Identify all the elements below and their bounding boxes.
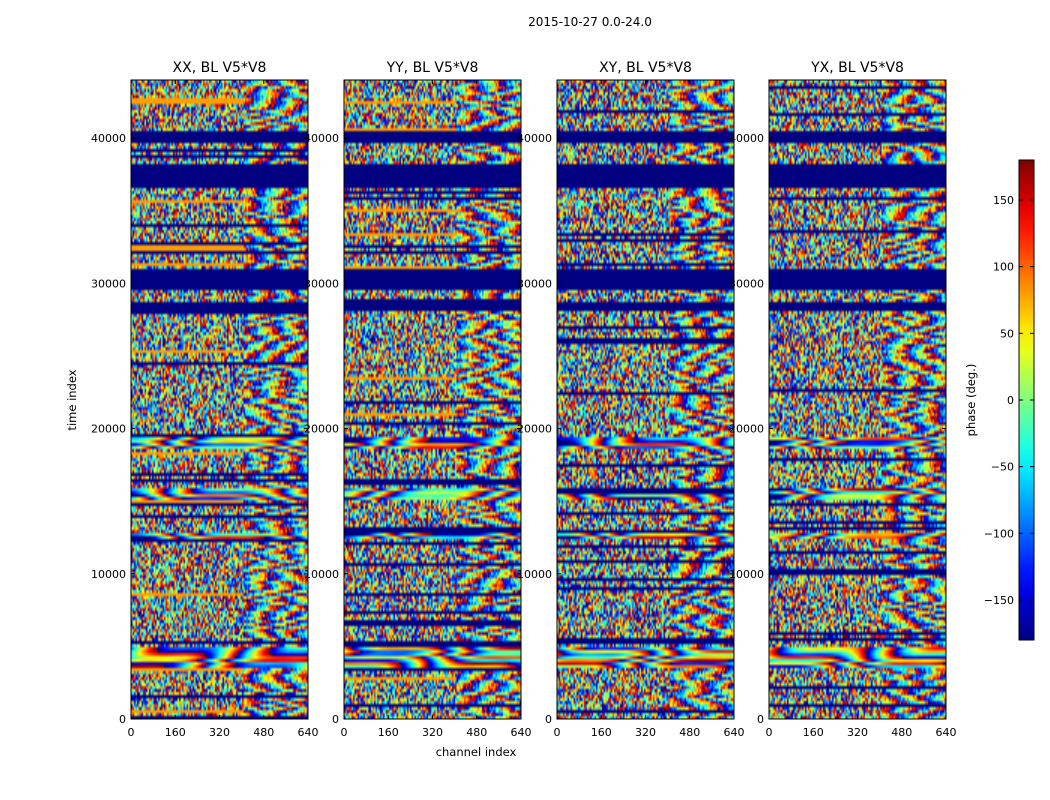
panel-yx: YX, BL V5*V8 0 160 320 480 640 0 10000 20000 3000… [729, 60, 957, 739]
y-tick-label: 30000 [729, 277, 764, 290]
y-tick-label: 40000 [304, 132, 339, 145]
x-tick-label: 640 [724, 726, 745, 739]
panel-title-xx: XX, BL V5*V8 [173, 60, 267, 76]
x-tick-label: 320 [847, 726, 868, 739]
y-tick-label: 30000 [304, 277, 339, 290]
x-tick-label: 160 [378, 726, 399, 739]
colorbar-tick-label: 50 [1000, 327, 1014, 340]
colorbar-tick-label: 0 [1007, 394, 1014, 407]
colorbar-tick-label: 100 [993, 261, 1014, 274]
y-tick-label: 40000 [91, 132, 126, 145]
colorbar-tick-label: −150 [984, 594, 1014, 607]
panel-title-yx: YX, BL V5*V8 [810, 60, 904, 76]
x-tick-label: 0 [766, 726, 773, 739]
y-tick-label: 10000 [304, 568, 339, 581]
x-tick-label: 640 [298, 726, 319, 739]
panels: XX, BL V5*V8 0 160 320 480 640 0 10000 20000 3000… [91, 60, 957, 739]
x-tick-label: 320 [635, 726, 656, 739]
x-tick-label: 160 [591, 726, 612, 739]
panel-xx: XX, BL V5*V8 0 160 320 480 640 0 10000 20000 3000… [91, 60, 319, 739]
x-axis-label: channel index [436, 745, 517, 759]
y-tick-label: 20000 [91, 423, 126, 436]
x-tick-label: 0 [554, 726, 561, 739]
colorbar-tick-label: 150 [993, 194, 1014, 207]
y-tick-label: 20000 [304, 423, 339, 436]
panel-xy: XY, BL V5*V8 0 160 320 480 640 0 10000 20000 3000… [517, 60, 745, 739]
panel-yy: YY, BL V5*V8 0 160 320 480 640 0 10000 20000 3000… [304, 60, 532, 739]
x-tick-label: 160 [165, 726, 186, 739]
x-tick-label: 480 [891, 726, 912, 739]
colorbar-tick-label: −100 [984, 527, 1014, 540]
x-tick-label: 480 [253, 726, 274, 739]
y-tick-label: 0 [332, 713, 339, 726]
y-tick-label: 30000 [517, 277, 552, 290]
y-tick-label: 10000 [729, 568, 764, 581]
y-tick-label: 40000 [517, 132, 552, 145]
figure-suptitle: 2015-10-27 0.0-24.0 [528, 15, 652, 29]
y-axis-label: time index [65, 369, 79, 430]
colorbar-label: phase (deg.) [964, 364, 978, 437]
heatmap-yx [769, 80, 946, 719]
x-tick-label: 160 [803, 726, 824, 739]
panel-title-xy: XY, BL V5*V8 [599, 60, 692, 76]
y-tick-label: 40000 [729, 132, 764, 145]
y-tick-label: 10000 [517, 568, 552, 581]
heatmap-xx [131, 80, 308, 719]
y-tick-label: 0 [119, 713, 126, 726]
colorbar-tick-label: −50 [991, 461, 1014, 474]
heatmap-xy [557, 80, 734, 719]
x-tick-label: 320 [209, 726, 230, 739]
colorbar: −150 −100 −50 0 50 100 150 [984, 159, 1035, 641]
y-tick-label: 20000 [729, 423, 764, 436]
y-tick-label: 20000 [517, 423, 552, 436]
x-tick-label: 640 [511, 726, 532, 739]
x-tick-label: 0 [128, 726, 135, 739]
x-tick-label: 480 [466, 726, 487, 739]
x-tick-label: 480 [679, 726, 700, 739]
x-tick-label: 0 [341, 726, 348, 739]
panel-title-yy: YY, BL V5*V8 [386, 60, 479, 76]
y-tick-label: 30000 [91, 277, 126, 290]
y-tick-label: 0 [545, 713, 552, 726]
y-tick-label: 0 [757, 713, 764, 726]
x-tick-label: 640 [936, 726, 957, 739]
x-tick-label: 320 [422, 726, 443, 739]
heatmap-yy [344, 80, 521, 719]
y-tick-label: 10000 [91, 568, 126, 581]
